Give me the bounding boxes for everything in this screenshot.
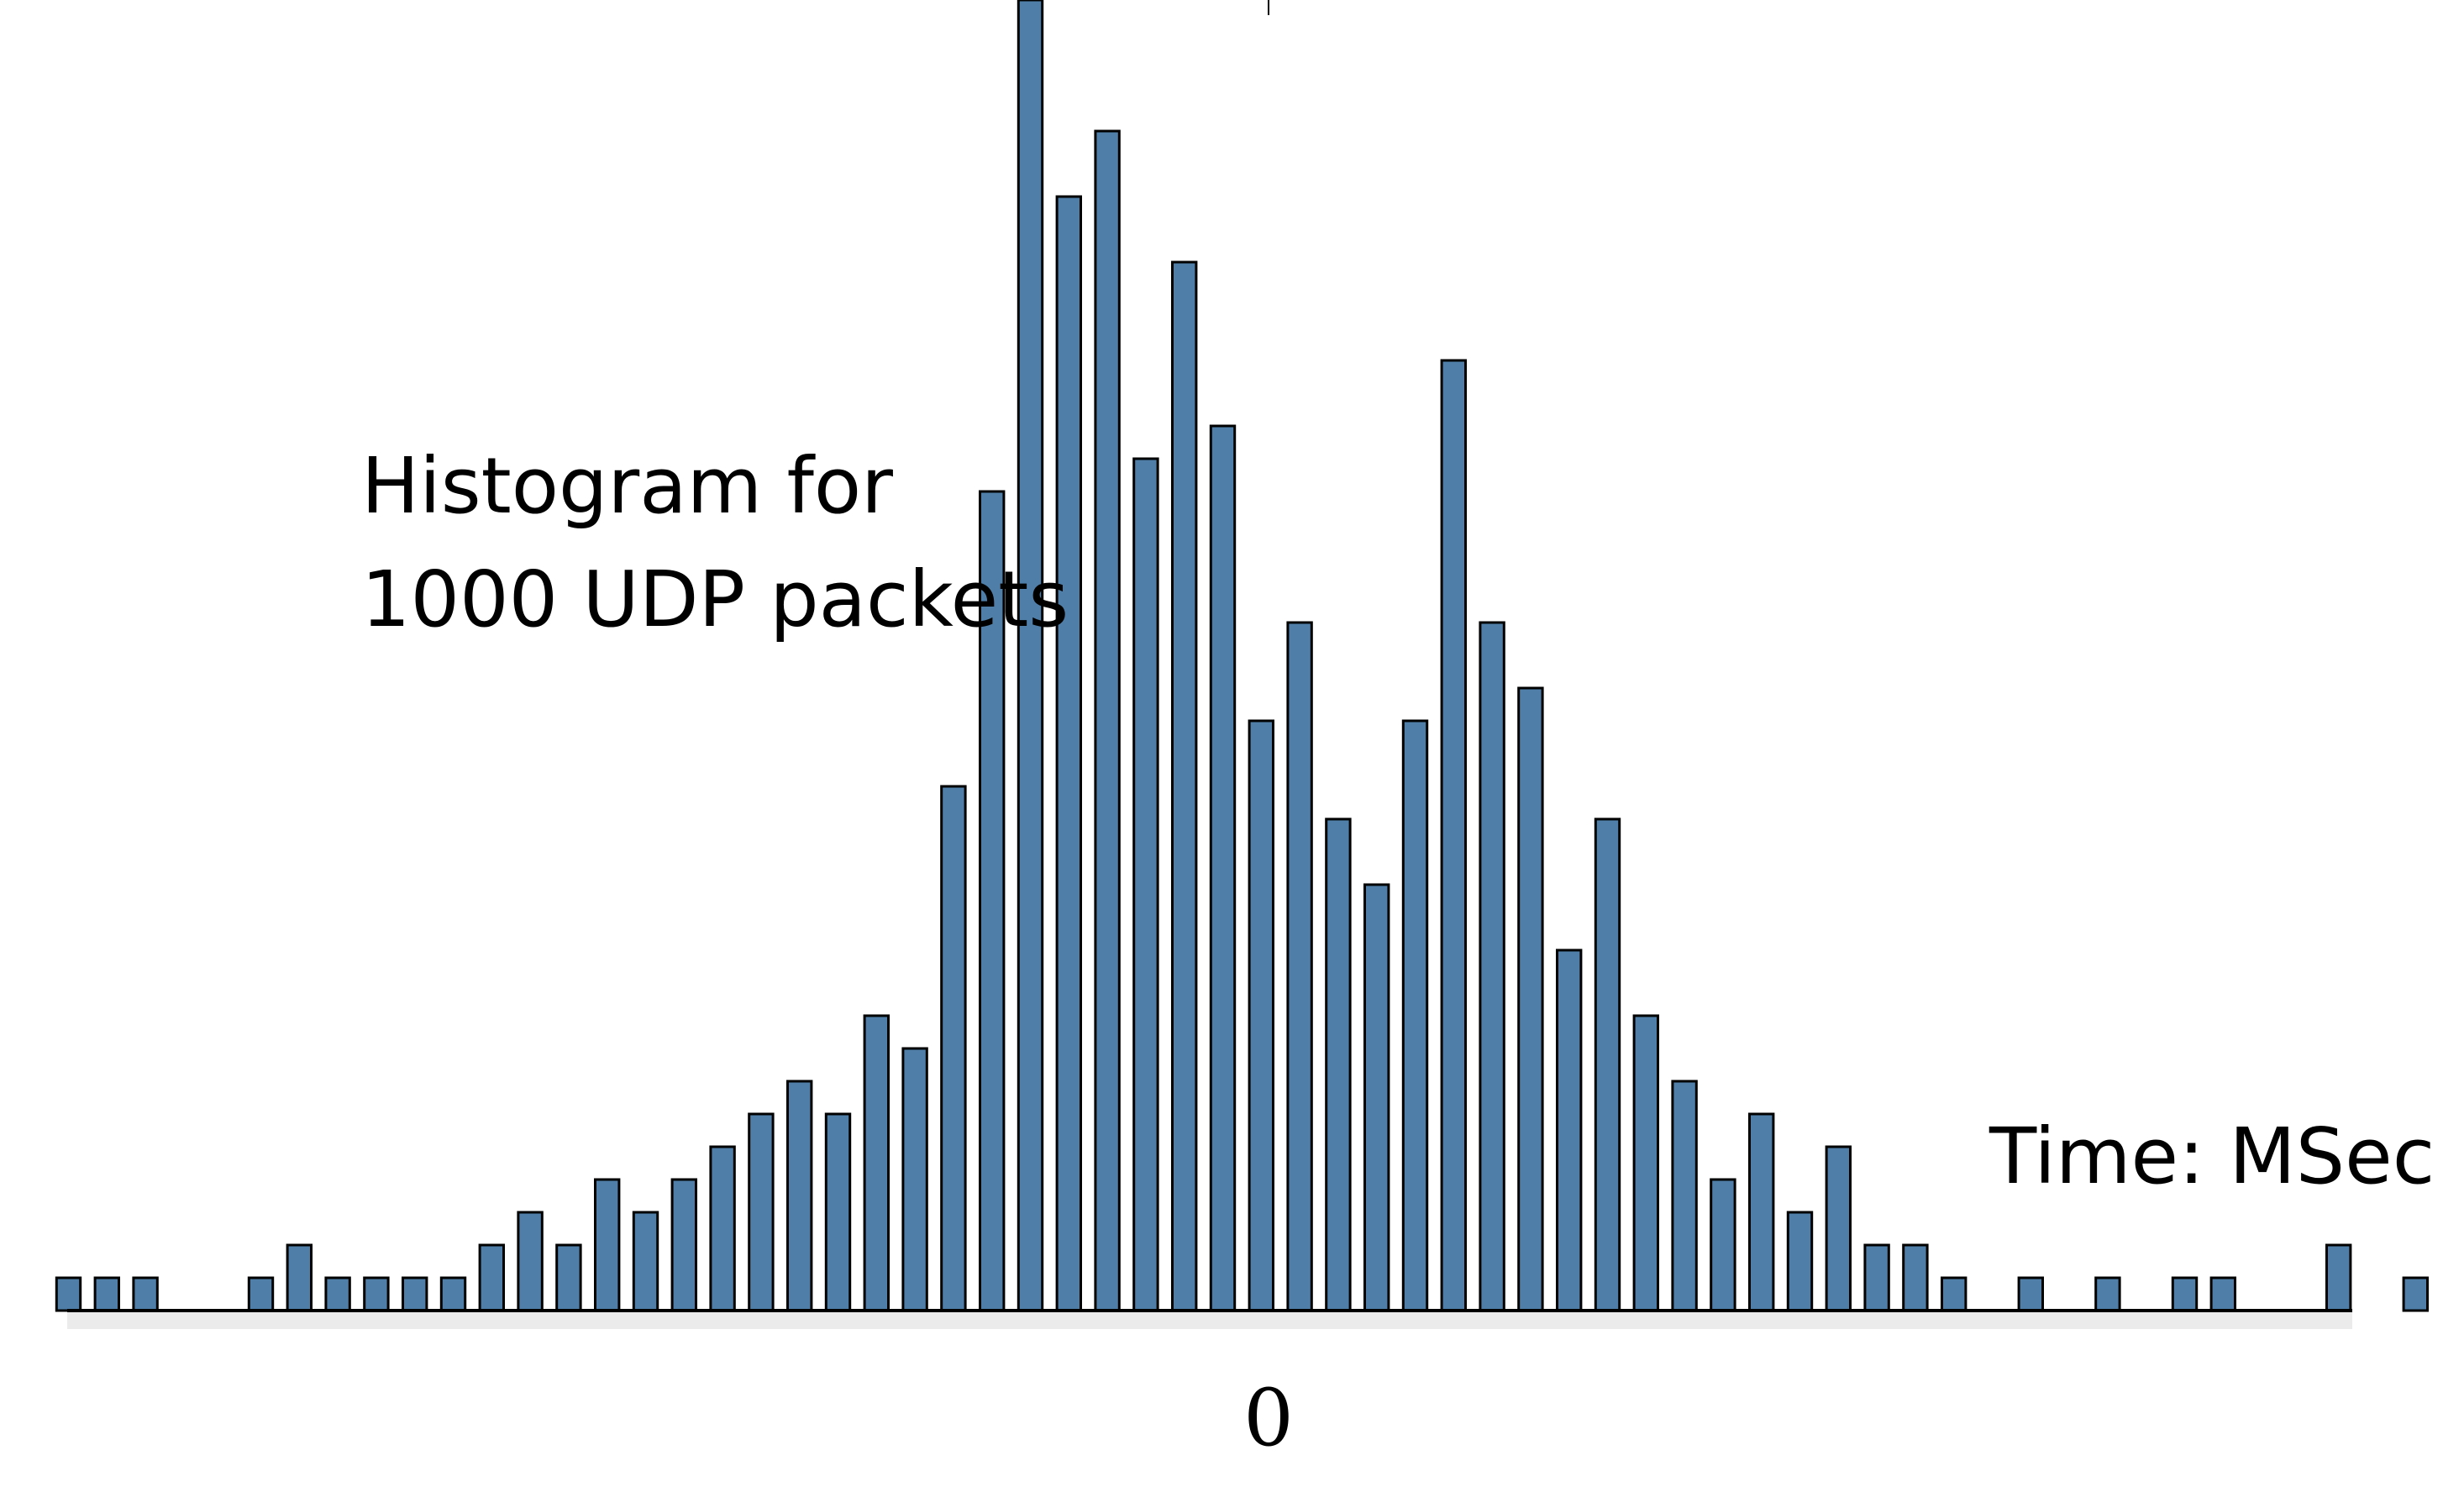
histogram-bar	[1863, 1243, 1890, 1312]
histogram-bar	[478, 1243, 505, 1312]
histogram-bar	[2094, 1276, 2121, 1312]
histogram-bar	[2171, 1276, 2199, 1312]
x-axis-ticks	[1268, 0, 1269, 15]
histogram-bar	[632, 1211, 659, 1312]
histogram-bar	[1055, 195, 1082, 1312]
histogram-bar	[1171, 260, 1198, 1312]
histogram-bar	[1902, 1243, 1929, 1312]
histogram-bar	[979, 490, 1006, 1312]
histogram-bar	[93, 1276, 120, 1312]
histogram-bar	[439, 1276, 467, 1312]
histogram-bar	[1517, 686, 1544, 1312]
annotation-line-2: 1000 UDP packets	[361, 554, 1069, 644]
histogram-bar	[1325, 817, 1352, 1312]
histogram-bar	[709, 1145, 736, 1312]
x-axis-label: Time: MSec	[1989, 1111, 2435, 1201]
histogram-bar	[594, 1178, 621, 1312]
annotation-line-1: Histogram for	[361, 441, 893, 531]
histogram-bar	[824, 1112, 852, 1312]
histogram-bar	[863, 1014, 890, 1312]
x-tick-label: 0	[1243, 1373, 1294, 1464]
histogram-bar	[363, 1276, 390, 1312]
histogram-bar	[1786, 1211, 1814, 1312]
histogram-bar	[1710, 1178, 1736, 1312]
histogram-bar	[786, 1080, 813, 1312]
histogram-bar	[2209, 1276, 2237, 1312]
histogram-bar	[1671, 1080, 1698, 1312]
histogram-bar	[1556, 948, 1583, 1312]
histogram-bar	[1286, 621, 1313, 1312]
histogram-bar	[1748, 1112, 1775, 1312]
histogram-bar	[1825, 1145, 1852, 1312]
histogram-bar	[1479, 621, 1505, 1312]
period-markers: -TT	[0, 1365, 2464, 1461]
histogram-bar	[1401, 719, 1429, 1312]
histogram-bar	[2325, 1243, 2352, 1312]
histogram-bar	[1094, 129, 1121, 1312]
histogram-bar	[2017, 1276, 2045, 1312]
histogram-bar	[555, 1243, 582, 1312]
histogram-bar	[1632, 1014, 1659, 1312]
histogram-bar	[1209, 424, 1237, 1312]
histogram-bar	[1594, 817, 1621, 1312]
histogram-bar	[286, 1243, 313, 1312]
histogram-bar	[1017, 0, 1044, 1312]
histogram-bar	[55, 1276, 82, 1312]
histogram-bar	[1363, 883, 1390, 1312]
histogram-bar	[1248, 719, 1274, 1312]
histogram-bar	[517, 1211, 544, 1312]
histogram-bar	[402, 1276, 428, 1312]
histogram-bar	[670, 1178, 697, 1312]
histogram-bar	[901, 1047, 928, 1312]
histogram-bar	[748, 1112, 775, 1312]
histogram-bar	[1941, 1276, 1968, 1312]
histogram-bar	[324, 1276, 351, 1312]
histogram-bar	[2402, 1276, 2430, 1312]
histogram-bar	[1132, 457, 1159, 1312]
histogram-bar	[132, 1276, 159, 1312]
histogram-bar	[247, 1276, 275, 1312]
histogram-bars	[55, 0, 2430, 1312]
histogram-bar	[1440, 359, 1467, 1312]
histogram-bar	[940, 785, 967, 1312]
x-axis-band	[67, 1311, 2352, 1329]
x-axis-tick-labels: -15-10-50510	[1243, 1373, 1294, 1464]
